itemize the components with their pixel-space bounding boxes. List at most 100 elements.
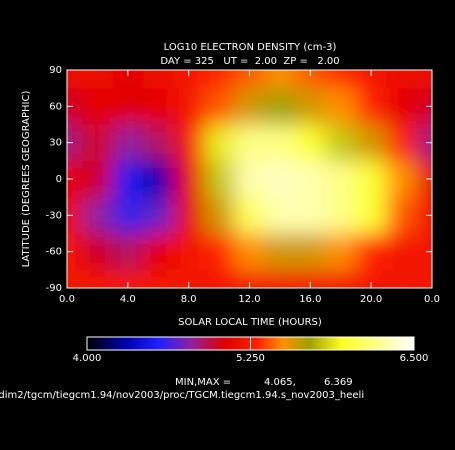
heat-cell	[67, 160, 83, 198]
colorbar-tick-label: 4.000	[73, 353, 102, 364]
heat-cell	[355, 88, 387, 125]
heat-cell	[295, 70, 327, 89]
heat-cell	[203, 269, 235, 288]
heat-cell	[386, 197, 418, 234]
heat-cell	[112, 233, 144, 271]
x-tick-label: 12.0	[238, 294, 260, 305]
heat-cell	[416, 88, 432, 125]
heat-cell	[112, 70, 144, 89]
heat-cell	[264, 124, 296, 162]
y-tick-label: -60	[46, 247, 62, 258]
heat-cell	[325, 269, 357, 288]
heat-cell	[386, 124, 418, 162]
heat-cell	[203, 88, 235, 125]
heat-cell	[67, 88, 83, 125]
x-axis-label: SOLAR LOCAL TIME (HOURS)	[178, 317, 322, 328]
heat-cell	[386, 269, 418, 288]
heat-cell	[264, 233, 296, 271]
heat-cell	[355, 197, 387, 234]
heat-cell	[82, 233, 114, 271]
heat-cell	[416, 70, 432, 89]
x-tick-label: 0.0	[59, 294, 75, 305]
chart-title: LOG10 ELECTRON DENSITY (cm-3)	[164, 42, 337, 53]
min-value: 4.065,	[264, 377, 296, 388]
heat-cell	[264, 160, 296, 198]
heat-cell	[234, 160, 266, 198]
heat-cell	[203, 233, 235, 271]
file-path: /dim2/tgcm/tiegcm1.94/nov2003/proc/TGCM.…	[0, 390, 364, 401]
heat-cell	[325, 197, 357, 234]
x-tick-label: 0.0	[424, 294, 440, 305]
colorbar-tick-label: 6.500	[400, 353, 429, 364]
heat-cell	[67, 124, 83, 162]
heat-cell	[173, 70, 205, 89]
heat-cell	[143, 233, 174, 271]
heat-cell	[203, 70, 235, 89]
heat-cell	[173, 197, 205, 234]
heat-cell	[82, 124, 114, 162]
max-value: 6.369	[324, 377, 353, 388]
heat-cell	[82, 70, 114, 89]
y-tick-label: 60	[49, 101, 62, 112]
heat-cell	[325, 160, 357, 198]
heat-cell	[416, 124, 432, 162]
heat-cell	[416, 269, 432, 288]
heat-cell	[264, 88, 296, 125]
chart-subtitle: DAY = 325 UT = 2.00 ZP = 2.00	[160, 56, 339, 67]
heat-cell	[355, 124, 387, 162]
heat-cell	[264, 269, 296, 288]
heat-cell	[416, 233, 432, 271]
heat-cell	[143, 160, 174, 198]
heat-cell	[234, 88, 266, 125]
heat-cell	[295, 233, 327, 271]
heat-cell	[386, 70, 418, 89]
heat-cell	[112, 124, 144, 162]
heat-cell	[67, 269, 83, 288]
heat-cell	[325, 88, 357, 125]
heat-cell	[82, 269, 114, 288]
heat-cell	[82, 88, 114, 125]
heat-cell	[325, 233, 357, 271]
y-tick-label: 30	[49, 138, 62, 149]
heat-cell	[173, 233, 205, 271]
heat-cell	[355, 269, 387, 288]
heat-cell	[112, 160, 144, 198]
heat-cell	[143, 88, 174, 125]
heat-cell	[143, 269, 174, 288]
y-tick-label: 0	[56, 174, 62, 185]
heat-cell	[295, 88, 327, 125]
y-tick-label: -90	[46, 283, 62, 294]
heat-cell	[386, 160, 418, 198]
heat-cell	[416, 160, 432, 198]
heat-cell	[416, 197, 432, 234]
x-tick-label: 16.0	[299, 294, 321, 305]
heat-cell	[325, 124, 357, 162]
heat-cell	[173, 88, 205, 125]
heat-cell	[203, 197, 235, 234]
minmax-label: MIN,MAX =	[175, 377, 231, 388]
heat-cell	[234, 124, 266, 162]
heat-cell	[173, 160, 205, 198]
heat-cell	[234, 233, 266, 271]
heat-cell	[234, 70, 266, 89]
heat-cell	[295, 160, 327, 198]
y-tick-label: 90	[49, 65, 62, 76]
heat-cell	[264, 70, 296, 89]
heat-cell	[143, 197, 174, 234]
heat-cell	[67, 70, 83, 89]
heat-cell	[325, 70, 357, 89]
y-axis-label: LATITUDE (DEGREES GEOGRAPHIC)	[21, 91, 32, 268]
heat-cell	[295, 197, 327, 234]
heat-cell	[386, 233, 418, 271]
x-tick-label: 4.0	[120, 294, 136, 305]
heat-cell	[203, 124, 235, 162]
heat-cell	[234, 269, 266, 288]
heat-cell	[234, 197, 266, 234]
heat-cell	[82, 160, 114, 198]
heat-cell	[355, 233, 387, 271]
heat-cell	[112, 269, 144, 288]
y-tick-label: -30	[46, 210, 62, 221]
heat-cell	[67, 197, 83, 234]
colorbar-tick-label: 5.250	[236, 353, 265, 364]
